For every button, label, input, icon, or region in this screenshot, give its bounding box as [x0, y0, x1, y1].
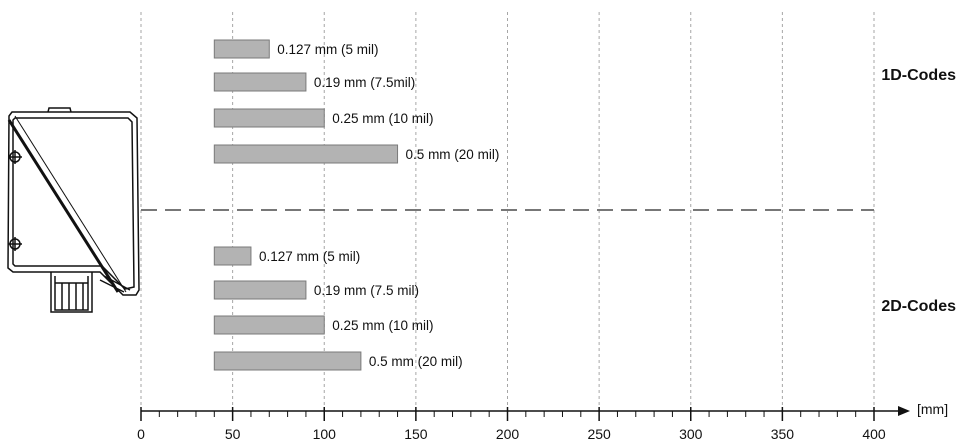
bar-label: 0.19 mm (7.5 mil) [314, 283, 419, 298]
bar-label: 0.127 mm (5 mil) [259, 249, 360, 264]
group-label: 1D-Codes [881, 67, 956, 84]
bar [213, 315, 325, 335]
tick-label: 200 [496, 426, 520, 442]
bars-layer: 0.127 mm (5 mil) 0.19 mm (7.5mil) 0.25 mm … [213, 39, 500, 371]
bar [213, 280, 307, 300]
bar [213, 144, 399, 164]
bar [213, 108, 325, 128]
bar-label: 0.5 mm (20 mil) [369, 354, 463, 369]
tick-label: 50 [225, 426, 241, 442]
bar-label: 0.5 mm (20 mil) [406, 147, 500, 162]
bar-label: 0.25 mm (10 mil) [332, 111, 433, 126]
tick-label: 150 [404, 426, 428, 442]
grid-lines [140, 12, 875, 405]
bar [213, 246, 252, 266]
x-axis: 0 50 100 150 200 250 300 350 400 [mm] [137, 401, 948, 442]
scanner-device-icon [7, 107, 140, 313]
bar [213, 39, 270, 59]
axis-arrow-icon [898, 406, 910, 416]
bar [213, 351, 362, 371]
group-label: 2D-Codes [881, 298, 956, 315]
tick-label: 100 [313, 426, 337, 442]
tick-label: 350 [771, 426, 795, 442]
bar [213, 72, 307, 92]
bar-label: 0.127 mm (5 mil) [277, 42, 378, 57]
tick-label: 400 [862, 426, 886, 442]
axis-unit-label: [mm] [917, 401, 948, 417]
bar-label: 0.25 mm (10 mil) [332, 318, 433, 333]
tick-label: 0 [137, 426, 145, 442]
tick-label: 300 [679, 426, 703, 442]
bar-label: 0.19 mm (7.5mil) [314, 75, 415, 90]
tick-label: 250 [587, 426, 611, 442]
group-labels: 1D-Codes 2D-Codes [881, 67, 956, 315]
